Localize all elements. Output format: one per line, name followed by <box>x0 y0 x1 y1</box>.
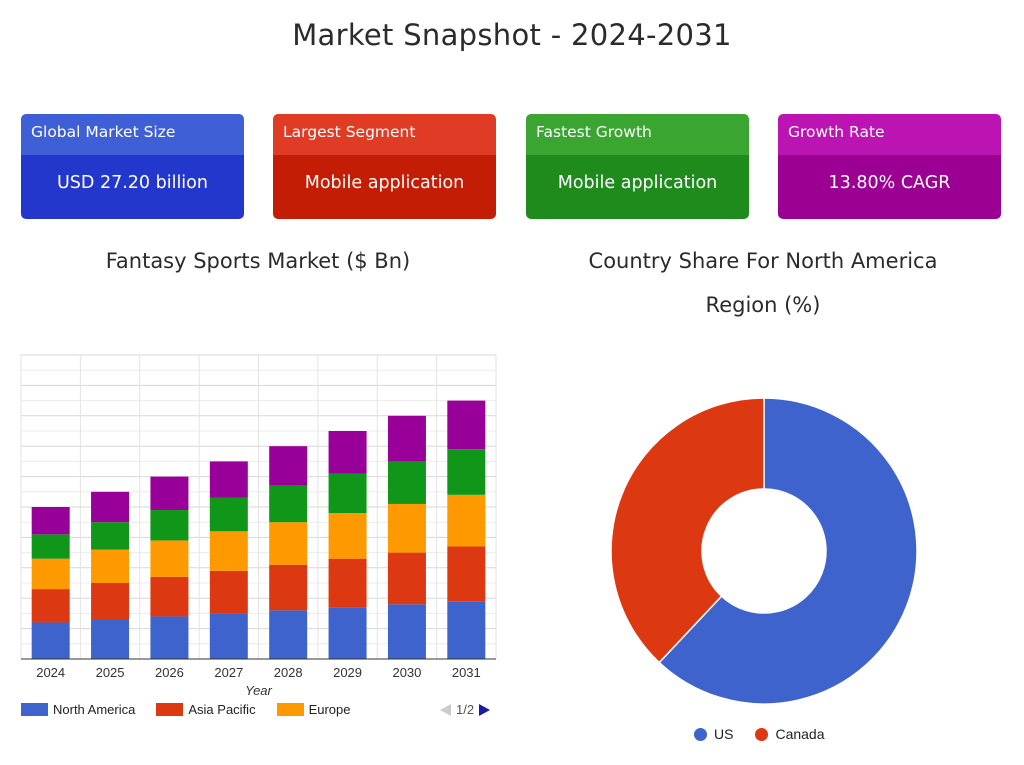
bar-segment-series-5-2025[interactable] <box>91 491 130 523</box>
bar-segment-north-america-2027[interactable] <box>209 613 248 659</box>
card-global-market-size: Global Market Size USD 27.20 billion <box>21 114 244 219</box>
x-tick-label: 2025 <box>96 665 125 680</box>
bar-segment-series-4-2025[interactable] <box>91 522 130 550</box>
legend-item-us[interactable]: US <box>694 726 733 742</box>
legend-swatch <box>276 703 304 716</box>
bar-segment-north-america-2029[interactable] <box>328 607 367 659</box>
bar-segment-asia-pacific-2028[interactable] <box>269 564 308 611</box>
bar-segment-asia-pacific-2027[interactable] <box>209 570 248 614</box>
bar-segment-series-5-2031[interactable] <box>447 400 486 450</box>
legend-page-indicator: 1/2 <box>456 702 475 717</box>
bar-chart: 2024 2025 2026 2027 2028 2029 2030 2031 Year <box>20 354 497 698</box>
chevron-left-icon[interactable] <box>440 703 451 716</box>
bar-segment-europe-2025[interactable] <box>91 549 130 583</box>
bar-segment-series-5-2030[interactable] <box>387 415 426 462</box>
bar-segment-europe-2031[interactable] <box>447 494 486 547</box>
bar-segment-series-4-2028[interactable] <box>269 485 308 523</box>
x-tick-label: 2029 <box>333 665 362 680</box>
legend-dot <box>694 727 707 741</box>
donut-slice-us[interactable] <box>658 397 918 705</box>
bar-segment-europe-2029[interactable] <box>328 513 367 559</box>
card-label: Growth Rate <box>778 114 1001 155</box>
bar-segment-series-4-2029[interactable] <box>328 473 367 514</box>
card-growth-rate: Growth Rate 13.80% CAGR <box>778 114 1001 219</box>
legend-label: Asia Pacific <box>188 702 256 717</box>
bar-segment-north-america-2031[interactable] <box>447 601 486 659</box>
bar-segment-series-5-2027[interactable] <box>209 461 248 498</box>
bar-segment-asia-pacific-2024[interactable] <box>31 589 70 623</box>
donut-slice-canada[interactable] <box>610 397 765 664</box>
bar-segment-europe-2024[interactable] <box>31 558 70 590</box>
bar-segment-europe-2030[interactable] <box>387 503 426 553</box>
card-label: Global Market Size <box>21 114 244 155</box>
legend-swatch <box>21 703 48 716</box>
bar-segment-asia-pacific-2029[interactable] <box>328 558 367 608</box>
bar-segment-series-4-2030[interactable] <box>387 461 426 504</box>
legend-item-canada[interactable]: Canada <box>755 726 825 742</box>
bar-segment-north-america-2030[interactable] <box>387 604 426 659</box>
donut-legend: US Canada <box>694 726 847 742</box>
legend-item-asia-pacific[interactable]: Asia Pacific <box>156 702 256 717</box>
card-value: Mobile application <box>273 155 496 219</box>
legend-label: Canada <box>775 726 825 742</box>
bar-segment-series-4-2027[interactable] <box>209 497 248 532</box>
card-value: USD 27.20 billion <box>21 155 244 219</box>
donut-chart-title-line2: Region (%) <box>705 293 821 317</box>
card-value: 13.80% CAGR <box>778 155 1001 219</box>
card-largest-segment: Largest Segment Mobile application <box>273 114 496 219</box>
bar-segment-series-5-2026[interactable] <box>150 476 189 511</box>
legend-label: North America <box>53 702 136 717</box>
bar-segment-series-4-2031[interactable] <box>447 449 486 495</box>
bar-segment-north-america-2025[interactable] <box>91 619 130 659</box>
bar-segment-series-4-2024[interactable] <box>31 534 70 559</box>
bar-segment-north-america-2028[interactable] <box>269 610 308 659</box>
legend-pager: 1/2 <box>440 702 491 717</box>
card-label: Largest Segment <box>273 114 496 155</box>
bar-segment-europe-2027[interactable] <box>209 531 248 571</box>
bar-segment-series-4-2026[interactable] <box>150 510 189 541</box>
legend-label: Europe <box>308 702 351 717</box>
bar-segment-asia-pacific-2025[interactable] <box>91 583 130 620</box>
donut-chart <box>610 397 918 705</box>
bar-segment-series-5-2028[interactable] <box>269 446 308 486</box>
bar-legend: North America Asia Pacific Europe <box>21 702 372 717</box>
card-fastest-growth: Fastest Growth Mobile application <box>526 114 749 219</box>
legend-swatch <box>156 703 184 716</box>
bar-segment-series-5-2029[interactable] <box>328 431 367 474</box>
donut-chart-title-line1: Country Share For North America <box>588 249 938 273</box>
page-title: Market Snapshot - 2024-2031 <box>292 18 732 52</box>
legend-label: US <box>714 726 734 742</box>
x-tick-label: 2024 <box>36 665 65 680</box>
card-value: Mobile application <box>526 155 749 219</box>
bar-segment-europe-2028[interactable] <box>269 522 308 565</box>
bar-segment-asia-pacific-2031[interactable] <box>447 546 486 602</box>
bar-segment-north-america-2026[interactable] <box>150 616 189 659</box>
legend-dot <box>755 727 769 741</box>
bar-segment-asia-pacific-2026[interactable] <box>150 576 189 617</box>
bar-segment-north-america-2024[interactable] <box>31 622 70 659</box>
bar-segment-asia-pacific-2030[interactable] <box>387 552 426 605</box>
bar-segment-series-5-2024[interactable] <box>31 507 70 535</box>
x-axis-label: Year <box>245 683 272 698</box>
x-tick-label: 2030 <box>392 665 421 680</box>
legend-item-europe[interactable]: Europe <box>276 702 351 717</box>
chevron-right-icon[interactable] <box>479 703 491 716</box>
card-label: Fastest Growth <box>526 114 749 155</box>
x-tick-label: 2031 <box>452 665 481 680</box>
x-tick-label: 2028 <box>274 665 303 680</box>
bar-chart-title: Fantasy Sports Market ($ Bn) <box>105 249 411 273</box>
x-tick-label: 2026 <box>155 665 184 680</box>
legend-item-north-america[interactable]: North America <box>21 702 135 717</box>
x-tick-label: 2027 <box>214 665 243 680</box>
bar-segment-europe-2026[interactable] <box>150 540 189 577</box>
